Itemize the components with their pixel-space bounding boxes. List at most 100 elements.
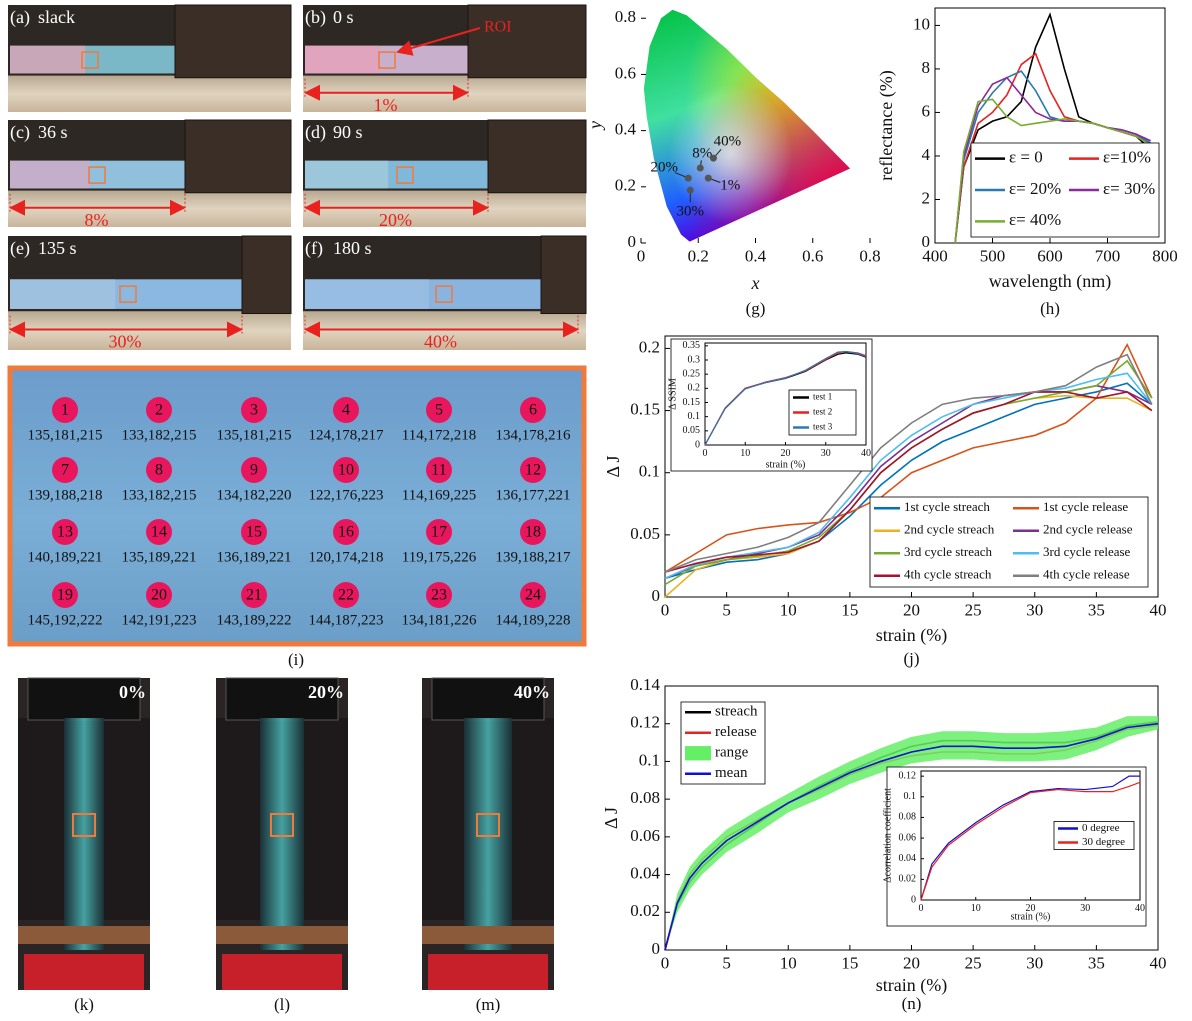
legend-label: 1st cycle release xyxy=(1043,499,1128,514)
y-axis-label: Δ J xyxy=(601,807,621,829)
x-tick-label: 0.8 xyxy=(859,246,880,265)
panel-time: 180 s xyxy=(333,238,372,258)
y-tick-label: 0.04 xyxy=(630,863,660,882)
hydrogel-strip xyxy=(464,718,512,950)
legend-label: ε= 40% xyxy=(1009,210,1061,229)
y-tick-label: 0.12 xyxy=(899,770,917,781)
sample-id: 23 xyxy=(431,587,447,604)
x-tick-label: 40 xyxy=(861,448,871,459)
film-strip-tint xyxy=(10,46,85,74)
sample-id: 5 xyxy=(435,402,443,419)
sample-id: 9 xyxy=(250,462,258,479)
y-tick-label: 4 xyxy=(922,145,931,164)
legend-label: mean xyxy=(715,765,748,781)
x-tick-label: 600 xyxy=(1037,246,1063,265)
y-tick-label: 0.1 xyxy=(639,750,660,769)
y-axis-label: Δ J xyxy=(603,455,623,477)
y-tick-label: 0.2 xyxy=(639,337,660,356)
chromaticity-point xyxy=(687,187,694,194)
panel-time: 90 s xyxy=(333,122,363,142)
x-tick-label: 35 xyxy=(1088,953,1105,972)
clamp xyxy=(488,120,586,193)
sample-rgb: 135,181,215 xyxy=(28,427,103,443)
chromaticity-point xyxy=(710,155,717,162)
chromaticity-point xyxy=(705,175,712,182)
sample-id: 17 xyxy=(431,524,447,541)
sample-rgb: 134,181,226 xyxy=(402,612,478,628)
x-tick-label: 0 xyxy=(703,448,708,459)
y-tick-label: 0.25 xyxy=(683,368,701,379)
sample-id: 12 xyxy=(525,462,541,479)
sample-id: 8 xyxy=(155,462,163,479)
x-tick-label: 35 xyxy=(1088,600,1105,619)
sample-rgb: 135,181,215 xyxy=(217,427,292,443)
sample-id: 11 xyxy=(431,462,446,479)
sample-rgb: 135,189,221 xyxy=(122,549,197,565)
legend-label: test 2 xyxy=(813,407,832,417)
y-axis-label: Δcorrelation coefficient xyxy=(882,788,893,883)
sample-id: 4 xyxy=(342,402,350,419)
strain-label: 20% xyxy=(379,210,412,230)
strain-label: 8% xyxy=(85,210,109,230)
legend-label: 2nd cycle streach xyxy=(904,522,995,537)
x-tick-label: 10 xyxy=(971,903,981,914)
panel-label: (b) xyxy=(305,7,326,28)
legend-label: 4th cycle streach xyxy=(904,567,992,582)
sample-rgb: 142,191,223 xyxy=(122,612,197,628)
photo-floor xyxy=(303,76,586,112)
sample-id: 20 xyxy=(151,587,167,604)
x-tick-label: 15 xyxy=(841,953,858,972)
sample-id: 18 xyxy=(525,524,541,541)
x-tick-label: 0.6 xyxy=(802,246,823,265)
y-tick-label: 0.15 xyxy=(630,399,660,418)
sample-rgb: 144,187,223 xyxy=(309,612,384,628)
x-tick-label: 0 xyxy=(919,903,924,914)
y-tick-label: 0 xyxy=(922,232,931,251)
panel-label: (e) xyxy=(10,238,30,259)
legend-label: 0 degree xyxy=(1082,822,1120,834)
legend-label: streach xyxy=(715,704,758,720)
sample-id: 2 xyxy=(155,402,163,419)
sample-id: 14 xyxy=(151,524,167,541)
x-tick-label: 0 xyxy=(637,246,646,265)
bottom-clip xyxy=(222,954,342,990)
sample-id: 3 xyxy=(250,402,258,419)
y-tick-label: 0 xyxy=(695,439,700,450)
panel-caption: (n) xyxy=(902,994,922,1013)
chromaticity-point xyxy=(685,175,692,182)
x-tick-label: 30 xyxy=(821,448,831,459)
sample-rgb: 145,192,222 xyxy=(28,612,103,628)
y-tick-label: 0.02 xyxy=(899,874,917,885)
panel-label: (c) xyxy=(10,122,30,143)
tape xyxy=(422,926,554,944)
y-tick-label: 0.08 xyxy=(630,788,660,807)
sample-id: 16 xyxy=(338,524,354,541)
strain-label: 40% xyxy=(514,682,550,702)
point-label: 40% xyxy=(714,134,742,150)
x-tick-label: 5 xyxy=(722,600,731,619)
chromaticity-point xyxy=(697,164,704,171)
x-tick-label: 10 xyxy=(780,600,797,619)
panel-label: (d) xyxy=(305,122,326,143)
x-tick-label: 40 xyxy=(1150,953,1167,972)
y-tick-label: 0.1 xyxy=(639,462,660,481)
point-label: 1% xyxy=(720,178,740,194)
legend-label: 30 degree xyxy=(1082,836,1125,848)
panel-label: (f) xyxy=(305,238,323,259)
y-tick-label: 8 xyxy=(922,58,931,77)
panel-caption: (k) xyxy=(74,995,94,1014)
y-tick-label: 0.06 xyxy=(899,832,917,843)
panel-caption: (i) xyxy=(288,650,304,669)
legend-label: ε= 30% xyxy=(1103,179,1155,198)
clamp xyxy=(175,5,291,78)
x-tick-label: 20 xyxy=(903,953,920,972)
x-tick-label: 30 xyxy=(1080,903,1090,914)
sample-id: 22 xyxy=(338,587,354,604)
x-tick-label: 25 xyxy=(965,953,982,972)
film-strip-tint xyxy=(10,161,90,189)
panel-caption: (l) xyxy=(274,995,290,1014)
strain-label: 40% xyxy=(424,332,457,352)
clamp xyxy=(468,5,586,78)
x-axis-label: strain (%) xyxy=(766,459,806,470)
legend-label: test 3 xyxy=(813,422,833,432)
